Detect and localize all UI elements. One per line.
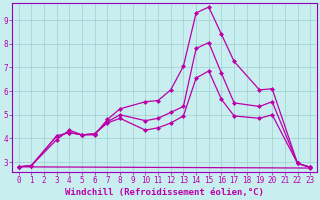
X-axis label: Windchill (Refroidissement éolien,°C): Windchill (Refroidissement éolien,°C) xyxy=(65,188,264,197)
